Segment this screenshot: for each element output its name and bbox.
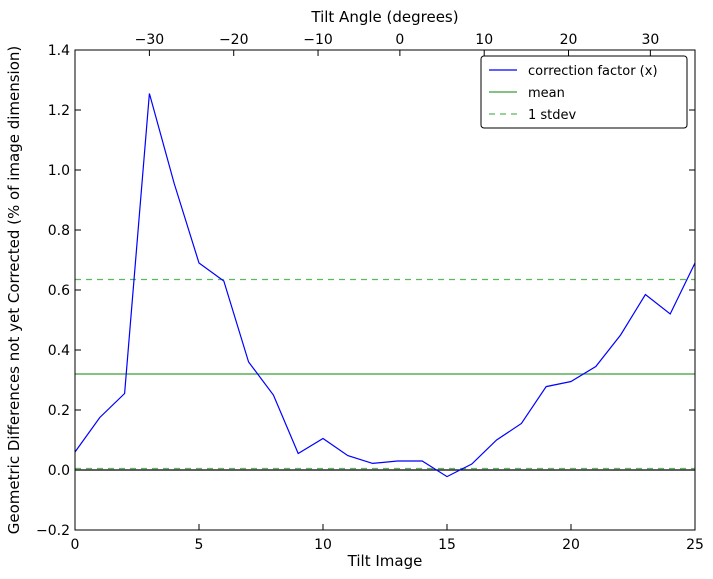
y-tick-label: 1.0 (48, 163, 70, 179)
plot-area (75, 50, 695, 530)
legend-label-stdev: 1 stdev (528, 108, 577, 123)
x-axis-label: Tilt Image (347, 552, 423, 570)
series-layer (74, 93, 696, 478)
y-tick-label: −0.2 (36, 523, 70, 539)
y-axis-label: Geometric Differences not yet Corrected … (5, 46, 23, 535)
top-tick-label: −20 (219, 32, 249, 48)
top-tick-label: −10 (303, 32, 333, 48)
top-tick-label: 20 (560, 32, 578, 48)
top-tick-label: −30 (135, 32, 165, 48)
legend-box (480, 55, 688, 129)
y-tick-label: 0.2 (48, 403, 70, 419)
x-tick-label: 10 (314, 537, 332, 553)
x-tick-label: 5 (195, 537, 204, 553)
legend: correction factor (x) mean 1 stdev (480, 55, 688, 129)
series-correction-factor-line (74, 93, 696, 478)
x-tick-label: 0 (71, 537, 80, 553)
y-tick-label: 1.4 (48, 43, 70, 59)
x-tick-label: 20 (562, 537, 580, 553)
top-tick-label: 30 (641, 32, 659, 48)
x-tick-label: 15 (438, 537, 456, 553)
legend-label-mean: mean (528, 86, 565, 101)
y-tick-label: 1.2 (48, 103, 70, 119)
y-tick-label: 0.4 (48, 343, 70, 359)
y-tick-label: 0.8 (48, 223, 70, 239)
top-tick-label: 0 (395, 32, 404, 48)
top-axis-label: Tilt Angle (degrees) (310, 8, 458, 26)
legend-label-correction-factor: correction factor (x) (528, 64, 658, 79)
top-tick-label: 10 (475, 32, 493, 48)
y-tick-label: 0.6 (48, 283, 70, 299)
x-tick-label: 25 (686, 537, 704, 553)
y-tick-label: 0.0 (48, 463, 70, 479)
ticks-layer: 0 5 10 15 20 25 −0.2 0.0 0.2 0.4 0.6 0.8 1.0 1.2 1.4 −3… (36, 32, 704, 553)
